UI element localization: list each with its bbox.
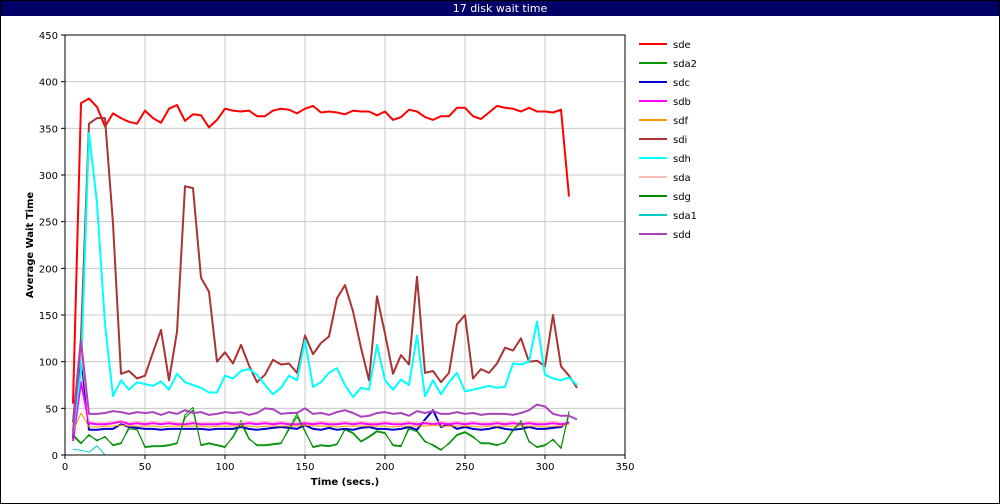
series-line-sdg [72, 409, 570, 450]
legend-label-sda: sda [673, 173, 691, 184]
series-line-sda [72, 351, 570, 428]
legend-label-sda2: sda2 [673, 59, 697, 70]
x-tick-label: 300 [535, 462, 554, 473]
y-tick-label: 450 [39, 31, 58, 42]
legend-label-sdf: sdf [673, 116, 689, 127]
legend: sde sda2 sdc sdb sdf sdi sdh sda sdg sda1 sdd [639, 40, 697, 241]
grid-lines [64, 34, 626, 456]
legend-label-sdb: sdb [673, 97, 691, 108]
legend-label-sdc: sdc [673, 78, 690, 89]
legend-label-sdh: sdh [673, 154, 691, 165]
axes: 0 50 100 150 200 250 300 350 0 50 100 150 200 250 300 3… [39, 31, 635, 473]
x-tick-label: 0 [62, 462, 68, 473]
y-tick-label: 350 [39, 124, 58, 135]
x-axis-label: Time (secs.) [311, 477, 380, 488]
y-tick-label: 100 [39, 358, 58, 369]
series-line-sdh [72, 132, 578, 432]
legend-label-sdd: sdd [673, 230, 691, 241]
y-tick-label: 400 [39, 78, 58, 89]
y-tick-label: 150 [39, 311, 58, 322]
legend-label-sda1: sda1 [673, 211, 697, 222]
y-tick-label: 300 [39, 171, 58, 182]
window-title: 17 disk wait time [1, 1, 999, 16]
y-tick-label: 0 [52, 451, 58, 462]
x-tick-label: 250 [455, 462, 474, 473]
legend-label-sdi: sdi [673, 135, 687, 146]
y-axis-label: Average Wait Time [25, 192, 36, 299]
legend-label-sdg: sdg [673, 192, 691, 203]
series-line-sda2 [72, 406, 570, 451]
y-tick-label: 50 [45, 404, 58, 415]
legend-label-sde: sde [673, 40, 691, 51]
x-tick-label: 100 [215, 462, 234, 473]
series-line-sdc [72, 356, 570, 439]
x-tick-label: 150 [295, 462, 314, 473]
y-tick-label: 200 [39, 264, 58, 275]
series-line-sdd [72, 340, 578, 432]
series-line-sdf [72, 412, 570, 432]
x-tick-label: 200 [375, 462, 394, 473]
series-line-sde [72, 97, 570, 404]
plot-frame [64, 34, 626, 456]
x-tick-label: 350 [615, 462, 634, 473]
series-line-sdb [72, 381, 570, 442]
x-tick-label: 50 [139, 462, 152, 473]
series-line-sdi [72, 117, 578, 423]
series-layer [72, 97, 578, 456]
y-tick-label: 250 [39, 218, 58, 229]
